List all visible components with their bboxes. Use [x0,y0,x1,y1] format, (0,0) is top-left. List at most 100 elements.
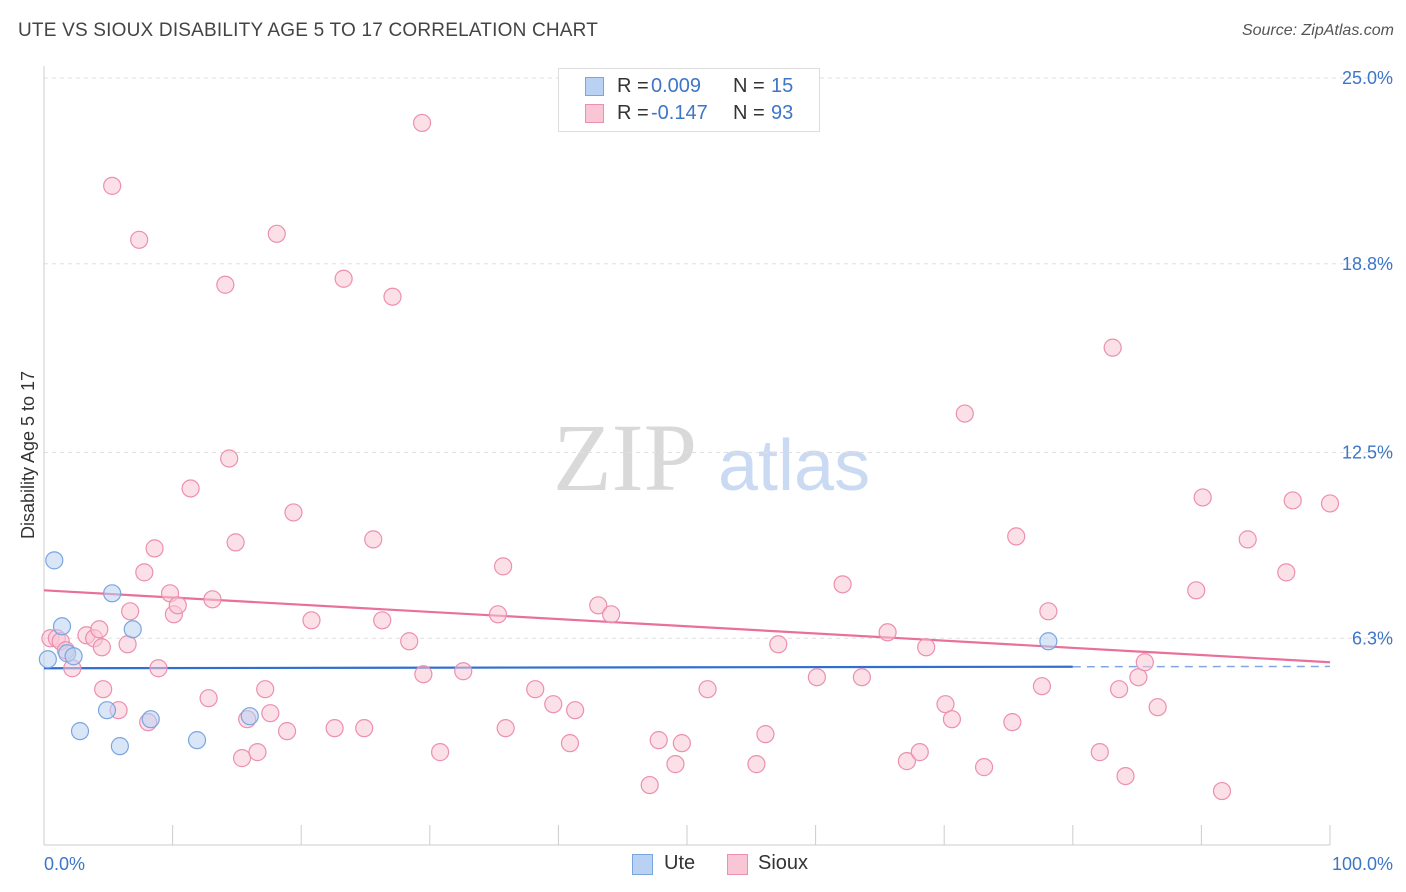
data-point-sioux [135,563,154,582]
data-point-sioux [698,680,717,699]
data-point-sioux [488,605,508,624]
data-point-ute [45,551,64,570]
data-point-sioux [220,449,239,468]
source-label: Source: ZipAtlas.com [1241,22,1394,39]
data-point-ute [141,710,160,729]
x-tick-label-max: 100.0% [1332,854,1393,874]
legend-r-label: R = [617,75,649,97]
data-point-ute [1039,632,1058,651]
data-point-sioux [1320,494,1340,513]
data-point-sioux [373,611,392,630]
data-point-sioux [302,611,321,630]
data-point-sioux [130,230,149,249]
data-point-sioux [496,719,515,738]
trend-lines [43,589,1331,670]
data-point-sioux [560,734,580,753]
trend-line-ute [43,665,1073,670]
legend-n-label: N = [733,75,765,97]
data-point-sioux [267,224,286,243]
data-point-sioux [672,734,691,753]
data-point-sioux [364,530,383,549]
data-point-sioux [145,539,164,558]
page-title: UTE VS SIOUX DISABILITY AGE 5 TO 17 CORR… [18,20,599,41]
data-point-sioux [400,632,419,651]
legend: R = 0.009 N = 15 R = -0.147 N = 93 [558,68,820,132]
data-point-sioux [544,695,563,714]
data-point-sioux [1007,527,1026,546]
watermark-zip: ZIP [553,404,697,511]
legend-n-label: N = [733,102,765,124]
data-point-sioux [1148,698,1167,717]
data-point-sioux [602,605,621,624]
bottom-legend-label-sioux: Sioux [758,852,809,874]
y-axis-label: Disability Age 5 to 17 [18,371,38,539]
data-point-sioux [90,620,109,639]
data-point-sioux [769,635,788,654]
data-point-sioux [1032,677,1052,696]
data-point-sioux [833,575,852,594]
data-point-sioux [261,704,280,723]
data-point-sioux [92,638,111,657]
data-point-sioux [878,623,897,642]
data-point-sioux [526,680,545,699]
data-point-sioux [325,719,344,738]
legend-r-value: -0.147 [651,102,708,124]
data-point-sioux [103,176,122,195]
data-point-sioux [910,743,929,762]
data-point-sioux [917,638,936,657]
data-point-sioux [955,404,974,423]
data-point-sioux [640,775,659,795]
data-point-sioux [756,725,775,744]
data-point-ute [64,647,83,666]
bottom-legend-swatch-sioux [727,854,748,875]
data-point-sioux [334,269,353,288]
legend-r-value: 0.009 [651,75,702,97]
data-point-sioux [1187,581,1206,600]
data-point-ute [52,617,72,636]
x-tick-label-min: 0.0% [44,854,85,874]
legend-swatch-sioux [585,104,604,123]
data-point-ute [38,650,57,669]
y-tick-label: 18.8% [1342,254,1393,274]
trend-line-sioux [43,589,1331,664]
data-point-sioux [942,710,962,729]
watermark-atlas: atlas [718,426,870,506]
data-point-sioux [1109,680,1129,699]
data-point-sioux [852,668,871,687]
data-points [38,113,1340,801]
data-point-sioux [1116,766,1135,786]
data-point-sioux [121,602,140,621]
data-point-sioux [226,533,245,552]
data-point-sioux [383,287,402,306]
data-point-sioux [1212,781,1232,801]
data-point-ute [97,701,117,720]
data-point-sioux [1039,602,1058,621]
data-point-sioux [1238,530,1257,549]
data-point-sioux [256,680,275,699]
data-point-sioux [1129,668,1148,687]
data-point-sioux [277,722,297,741]
data-point-sioux [232,749,252,768]
data-point-sioux [936,695,955,714]
y-tick-label: 25.0% [1342,68,1393,88]
data-point-sioux [284,503,303,522]
data-point-sioux [216,275,235,294]
data-point-sioux [355,719,374,738]
data-point-sioux [168,596,187,615]
data-point-sioux [248,743,267,762]
data-point-sioux [666,755,685,774]
data-point-sioux [649,731,668,750]
y-tick-labels: 6.3% 12.5% 18.8% 25.0% [1342,68,1393,648]
data-point-ute [187,731,207,750]
data-point-sioux [1193,488,1212,507]
data-point-sioux [199,689,218,708]
data-point-sioux [203,590,222,609]
bottom-legend-swatch-ute [632,854,653,875]
data-point-ute [240,707,259,726]
data-point-sioux [807,668,826,687]
data-point-sioux [747,755,766,774]
legend-n-value: 93 [771,102,794,124]
data-point-sioux [897,752,917,771]
y-tick-label: 12.5% [1342,443,1393,463]
